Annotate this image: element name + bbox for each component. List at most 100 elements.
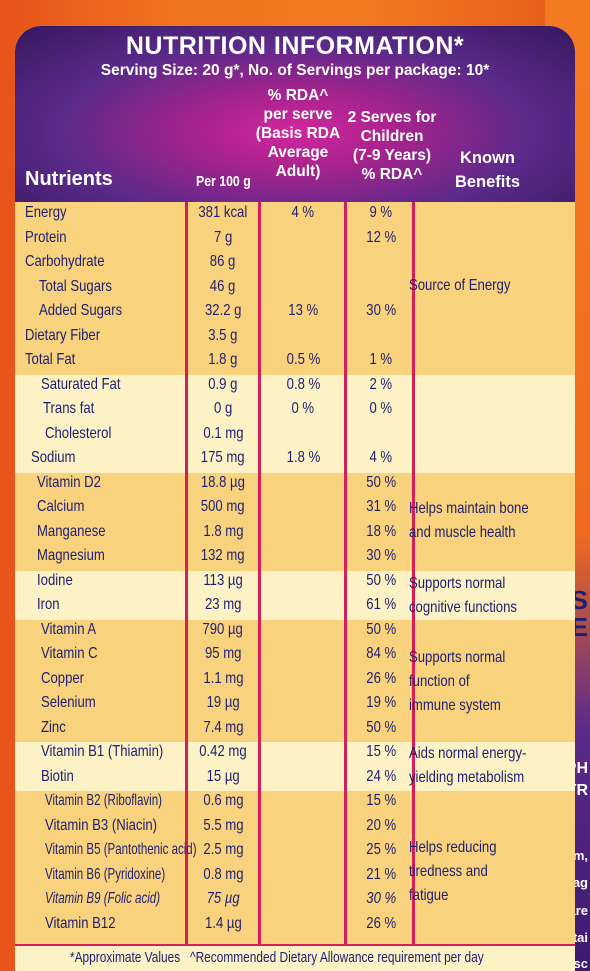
header-rda-per-serve: % RDA^ per serve (Basis RDA Average Adul… [255,87,341,180]
table-row: Saturated Fat 0.9 g 0.8 % 2 % [15,374,575,399]
rda-per-serve-value [259,670,347,688]
table-row: Zinc 7.4 mg 50 % [15,717,575,742]
rda-per-serve-value [259,278,347,296]
rda-per-serve-value [259,694,347,712]
children-rda-value: 50 % [366,620,396,638]
benefit-immune: Supports normal function of immune syste… [409,649,506,714]
nutrient-name: Dietary Fiber [25,326,101,344]
nutrient-name: Added Sugars [39,302,123,319]
table-row: Vitamin D2 18.8 µg 50 % [15,472,575,497]
per-100g-value: 132 mg [201,547,245,564]
per-100g-value: 1.8 mg [202,522,244,540]
table-row: Vitamin B9 (Folic acid) 75 µg 30 % [15,888,575,913]
column-rule-2 [258,202,261,944]
rda-per-serve-value [259,425,347,443]
rda-per-serve-value [259,474,347,492]
benefit-tiredness: Helps reducing tiredness and fatigue [409,839,497,904]
per-100g-value: 1.8 g [208,351,238,368]
children-rda-value: 50 % [366,473,396,491]
column-rule-1 [185,202,188,944]
table-row: Total Fat 1.8 g 0.5 % 1 % [15,349,575,374]
table-row: Iron 23 mg 61 % [15,594,575,619]
children-rda-value: 84 % [366,645,396,662]
band-iodine-iron [15,571,575,620]
nutrient-name: Trans fat [43,400,95,417]
rda-per-serve-value [259,841,347,859]
table-row: Sodium 175 mg 1.8 % 4 % [15,447,575,472]
nutrient-name: Copper [41,669,85,687]
children-rda-value: 1 % [369,351,393,368]
rda-per-serve-value [259,743,347,761]
table-row: Manganese 1.8 mg 18 % [15,521,575,546]
benefit-cognitive: Supports normal cognitive functions [409,575,517,616]
nutrition-panel: NUTRITION INFORMATION* Serving Size: 20 … [15,26,575,971]
table-row: Vitamin B5 (Pantothenic acid) 2.5 mg 25 % [15,839,575,864]
nutrient-name: Manganese [37,522,106,540]
children-rda-value: 50 % [366,718,396,736]
table-row: Added Sugars 32.2 g 13 % 30 % [15,300,575,325]
per-100g-value: 500 mg [201,498,245,515]
rda-per-serve-value: 4 % [291,204,315,221]
footnote-rda: ^Recommended Dietary Allowance requireme… [190,950,484,966]
children-rda-value: 15 % [366,792,396,809]
rda-per-serve-value [259,523,347,541]
benefit-bone-muscle: Helps maintain bone and muscle health [409,500,529,541]
per-100g-value: 2.5 mg [202,841,244,858]
table-row: Magnesium 132 mg 30 % [15,545,575,570]
nutrition-title: NUTRITION INFORMATION* [125,32,465,60]
children-rda-value: 2 % [369,375,393,393]
children-rda-value: 26 % [366,669,396,687]
per-100g-value: 7.4 mg [202,718,244,736]
nutrient-name: Cholesterol [45,424,112,442]
per-100g-value: 381 kcal [198,204,248,221]
nutrient-name: Calcium [37,498,85,515]
children-rda-value: 61 % [366,596,396,613]
nutrient-name: Vitamin B3 (Niacin) [45,816,158,834]
nutrient-name: Biotin [41,767,74,785]
table-row: Total Sugars 46 g [15,276,575,301]
rda-per-serve-value [259,890,347,908]
band-macros [15,202,575,375]
per-100g-value: 95 mg [204,645,242,662]
rda-per-serve-value [259,229,347,247]
children-rda-value: 0 % [369,400,393,417]
nutrient-name: Vitamin B2 (Riboflavin) [45,792,162,809]
rda-per-serve-value [259,547,347,565]
per-100g-value: 3.5 g [208,326,238,344]
nutrient-name: Energy [25,204,67,221]
per-100g-value: 790 µg [202,620,244,638]
children-rda-value [347,425,415,443]
band-fats [15,375,575,473]
table-row: Vitamin C 95 mg 84 % [15,643,575,668]
children-rda-value: 9 % [369,204,393,221]
per-100g-value: 0.42 mg [199,743,247,760]
table-row: Cholesterol 0.1 mg [15,423,575,448]
rda-per-serve-value [259,253,347,271]
benefit-energy: Source of Energy [409,277,511,294]
rda-per-serve-value [259,621,347,639]
children-rda-value: 25 % [366,841,396,858]
nutrient-name: Carbohydrate [25,253,105,270]
footnote-bar: *Approximate Values ^Recommended Dietary… [15,944,575,971]
children-rda-value: 30 % [366,547,396,564]
per-100g-value: 175 mg [201,449,245,466]
rda-per-serve-value [259,498,347,516]
table-row: Protein 7 g 12 % [15,227,575,252]
per-100g-value: 5.5 mg [202,816,244,834]
header-per-100g: Per 100 g [195,173,251,190]
table-header: NUTRITION INFORMATION* Serving Size: 20 … [15,26,575,202]
nutrient-name: Vitamin D2 [37,473,101,491]
rda-per-serve-value [259,768,347,786]
children-rda-value: 21 % [366,865,396,883]
table-row: Trans fat 0 g 0 % 0 % [15,398,575,423]
children-rda-value: 31 % [366,498,396,515]
header-known-benefits: Known Benefits [454,149,521,191]
serving-size-line: Serving Size: 20 g*, No. of Servings per… [100,62,490,79]
header-nutrients: Nutrients [25,168,113,190]
per-100g-value: 0.6 mg [202,792,244,809]
nutrient-name: Iodine [37,571,73,589]
table-row: Biotin 15 µg 24 % [15,766,575,791]
nutrient-name: Vitamin B9 (Folic acid) [45,890,161,907]
nutrient-name: Sodium [31,449,76,466]
per-100g-value: 86 g [210,253,236,270]
